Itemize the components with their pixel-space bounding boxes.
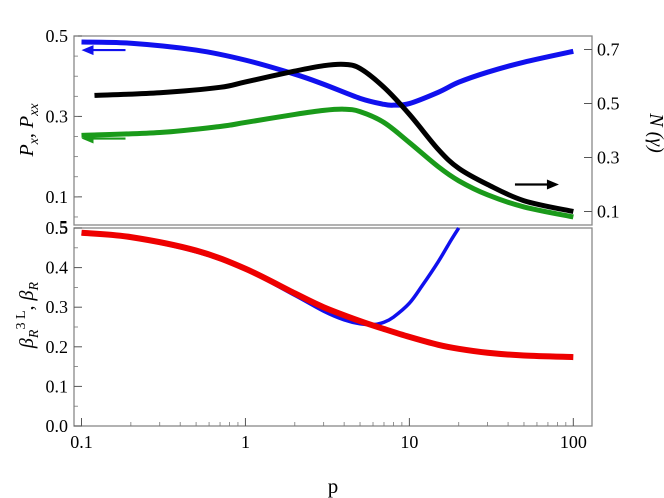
x-tick-label: 100: [560, 432, 587, 452]
upper-series-line-1: [94, 61, 574, 214]
arrow-head-2: [546, 179, 559, 190]
upper-right-tick-label: 0.7: [597, 40, 620, 60]
upper-series-line-2: [81, 106, 574, 220]
lower-panel-frame: [73, 227, 593, 427]
upper-right-tick-label: 0.1: [597, 202, 620, 222]
upper-series-group: [81, 39, 574, 220]
x-tick-label: 1: [241, 432, 250, 452]
upper-right-axis-label: N (γ): [645, 112, 664, 153]
upper-left-tick-label: 0.3: [46, 106, 69, 126]
upper-left-tick-label: 0.1: [46, 187, 69, 207]
lower-left-axis-label: βR3 L, βR: [14, 282, 42, 350]
upper-left-tick-label-partial: 5: [59, 217, 68, 237]
lower-series-line-0: [81, 227, 461, 327]
direction-arrows: [81, 45, 559, 190]
x-tick-label: 0.1: [70, 432, 93, 452]
lower-axis-ticks: 0.00.10.20.30.40.50.1 1 10 100: [46, 218, 587, 452]
x-axis-label: p: [328, 474, 339, 498]
lower-y-tick-label: 0.3: [46, 297, 69, 317]
lower-y-tick-label: 0.0: [46, 416, 69, 436]
x-tick-label: 10: [400, 432, 418, 452]
arrow-head-1: [81, 133, 94, 144]
lower-y-tick-label: 0.5: [46, 218, 69, 238]
lower-y-tick-label: 0.2: [46, 337, 69, 357]
upper-right-tick-label: 0.5: [597, 94, 620, 114]
upper-right-tick-label: 0.3: [597, 148, 620, 168]
upper-panel-frame: [73, 35, 593, 226]
upper-left-axis-label: Px, Pxx: [16, 103, 42, 158]
upper-left-tick-label: 0.5: [46, 26, 69, 46]
upper-series-line-0: [81, 39, 574, 108]
lower-y-tick-label: 0.4: [46, 258, 69, 278]
lower-y-tick-label: 0.1: [46, 376, 69, 396]
lower-series-group: [81, 227, 574, 361]
upper-axis-ticks: 0.1 0.3 0.5 0.1 0.3 0.5 0.7 5: [46, 26, 620, 237]
arrow-head-0: [81, 45, 94, 56]
lower-series-line-1: [81, 229, 574, 361]
